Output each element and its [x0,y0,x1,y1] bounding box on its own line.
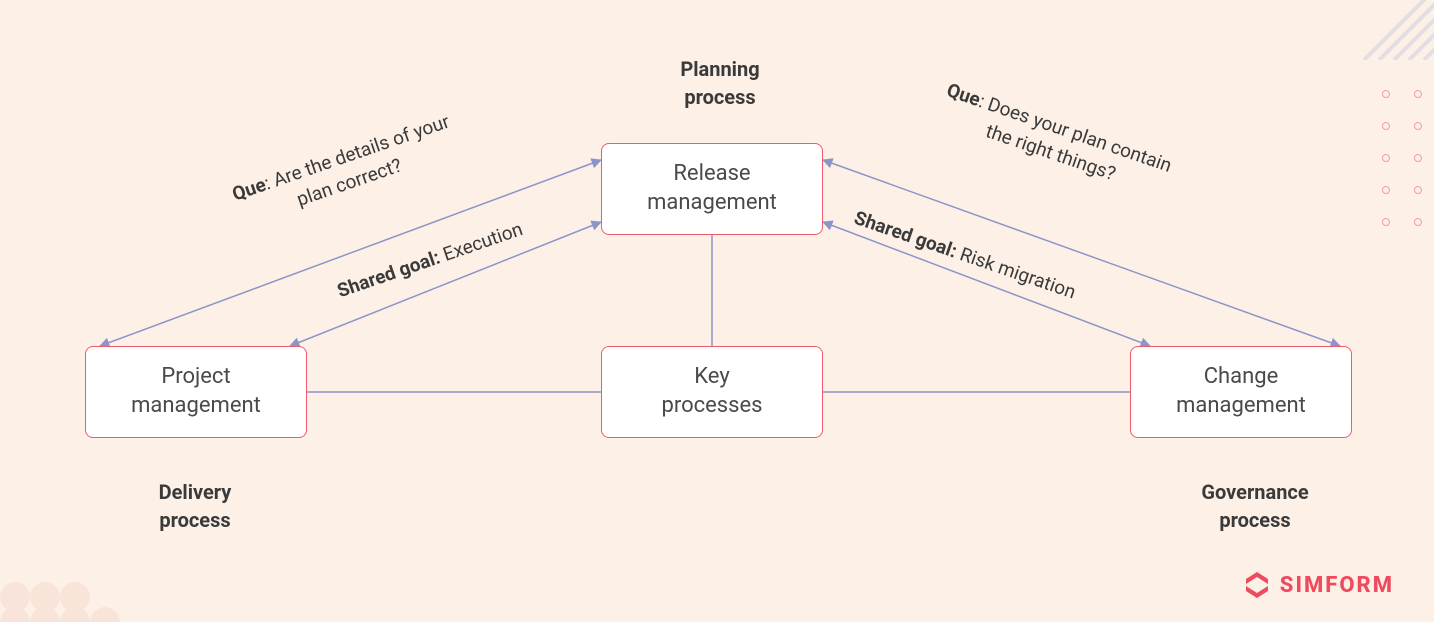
label-delivery-process: Deliveryprocess [125,478,265,534]
node-label: Projectmanagement [131,363,261,420]
brand-logo: SIMFORM [1242,570,1394,600]
edge-label-que-right: Que: Does your plan containthe right thi… [935,77,1175,202]
decor-hatch [1354,0,1434,60]
node-project-management: Projectmanagement [85,346,307,438]
node-label: Changemanagement [1176,363,1306,420]
diagram-canvas: Releasemanagement Projectmanagement Keyp… [0,0,1434,622]
edge-release-change-1 [823,160,1340,346]
simform-icon [1242,570,1272,600]
node-change-management: Changemanagement [1130,346,1352,438]
node-key-processes: Keyprocesses [601,346,823,438]
decor-dots [1382,90,1424,228]
edge-label-goal-right: Shared goal: Risk migration [851,205,1079,305]
node-label: Releasemanagement [647,160,777,217]
edge-release-change-2 [823,222,1150,346]
brand-name: SIMFORM [1280,573,1394,598]
node-label: Keyprocesses [661,363,762,420]
decor-scallop [0,542,120,622]
label-planning-process: Planningprocess [640,55,800,111]
label-governance-process: Governanceprocess [1160,478,1350,534]
node-release-management: Releasemanagement [601,143,823,235]
edge-label-que-left: Que: Are the details of yourplan correct… [229,109,461,232]
edge-label-goal-left: Shared goal: Execution [334,216,526,304]
